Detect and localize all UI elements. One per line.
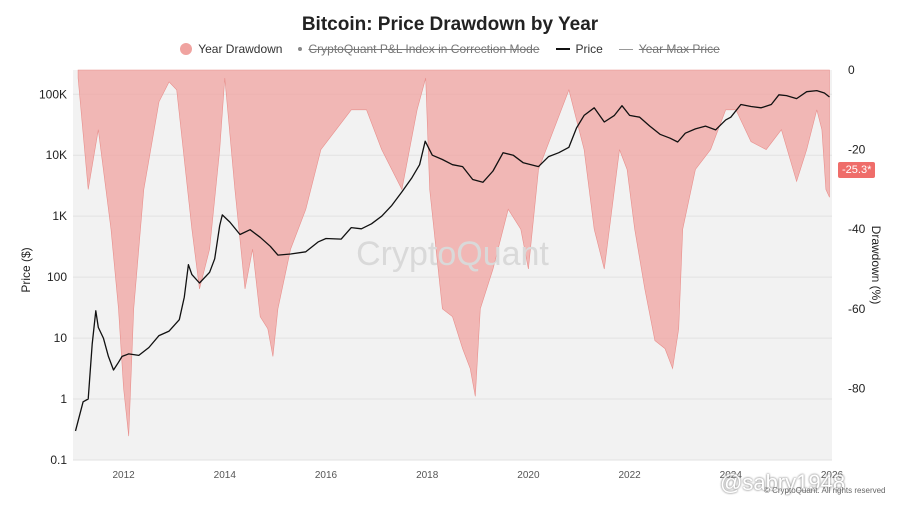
y-left-tick-label: 10K <box>46 148 67 162</box>
x-tick-label: 2022 <box>618 470 641 481</box>
x-tick-label: 2014 <box>214 470 237 481</box>
y-left-tick-label: 100K <box>39 87 67 101</box>
y-axis-left-label: Price ($) <box>19 247 33 292</box>
legend-label: CryptoQuant P&L Index in Correction Mode <box>308 42 540 56</box>
chart-title: Bitcoin: Price Drawdown by Year <box>301 14 599 35</box>
legend-line-icon <box>555 48 570 50</box>
y-right-tick-label: -20 <box>848 143 866 157</box>
x-tick-label: 2016 <box>315 470 338 481</box>
y-right-tick-label: -80 <box>848 381 866 395</box>
x-axis-ticks: 2012 2014 2016 2018 2020 2022 2024 2026 <box>112 470 843 481</box>
price-line <box>74 89 830 432</box>
x-tick-label: 2018 <box>416 470 439 481</box>
legend-label: Price <box>575 42 603 56</box>
current-drawdown-badge: -25.3* <box>838 162 876 178</box>
price-line-layer <box>74 89 830 432</box>
legend-label: Year Drawdown <box>198 42 283 56</box>
legend-item-year-max-price[interactable]: Year Max Price <box>618 42 720 56</box>
right-axis-ticks: 0 -20 -40 -60 -80 <box>848 63 866 395</box>
left-axis-ticks: 0.1 1 10 100 1K 10K 100K <box>39 87 67 467</box>
y-left-tick-label: 100 <box>47 270 67 284</box>
chart-legend: Year Drawdown CryptoQuant P&L Index in C… <box>0 42 900 56</box>
legend-item-year-drawdown[interactable]: Year Drawdown <box>180 42 282 56</box>
legend-label: Year Max Price <box>638 42 720 56</box>
y-left-tick-label: 1 <box>60 392 67 406</box>
x-tick-label: 2026 <box>821 470 844 481</box>
legend-line-icon <box>618 48 633 50</box>
x-tick-label: 2012 <box>112 470 135 481</box>
y-right-tick-label: 0 <box>848 63 855 77</box>
watermark: CryptoQuant <box>356 235 549 273</box>
x-tick-label: 2020 <box>517 470 540 481</box>
legend-item-price[interactable]: Price <box>555 42 603 56</box>
legend-small-dot-icon <box>298 47 303 51</box>
y-left-tick-label: 10 <box>54 331 68 345</box>
drawdown-area-layer <box>77 69 830 437</box>
y-left-tick-label: 1K <box>52 209 67 223</box>
drawdown-area <box>77 69 830 437</box>
y-axis-right-label: Drawdown (%) <box>869 226 883 305</box>
legend-dot-icon <box>180 43 193 55</box>
y-right-tick-label: -60 <box>848 302 866 316</box>
copyright-text: © CryptoQuant. All rights reserved <box>764 486 886 495</box>
x-tick-label: 2024 <box>720 470 743 481</box>
watermark-handle: @sabry1948 <box>720 470 846 495</box>
y-left-tick-label: 0.1 <box>50 453 67 467</box>
y-right-tick-label: -40 <box>848 222 866 236</box>
legend-item-pnl-index[interactable]: CryptoQuant P&L Index in Correction Mode <box>298 42 540 56</box>
